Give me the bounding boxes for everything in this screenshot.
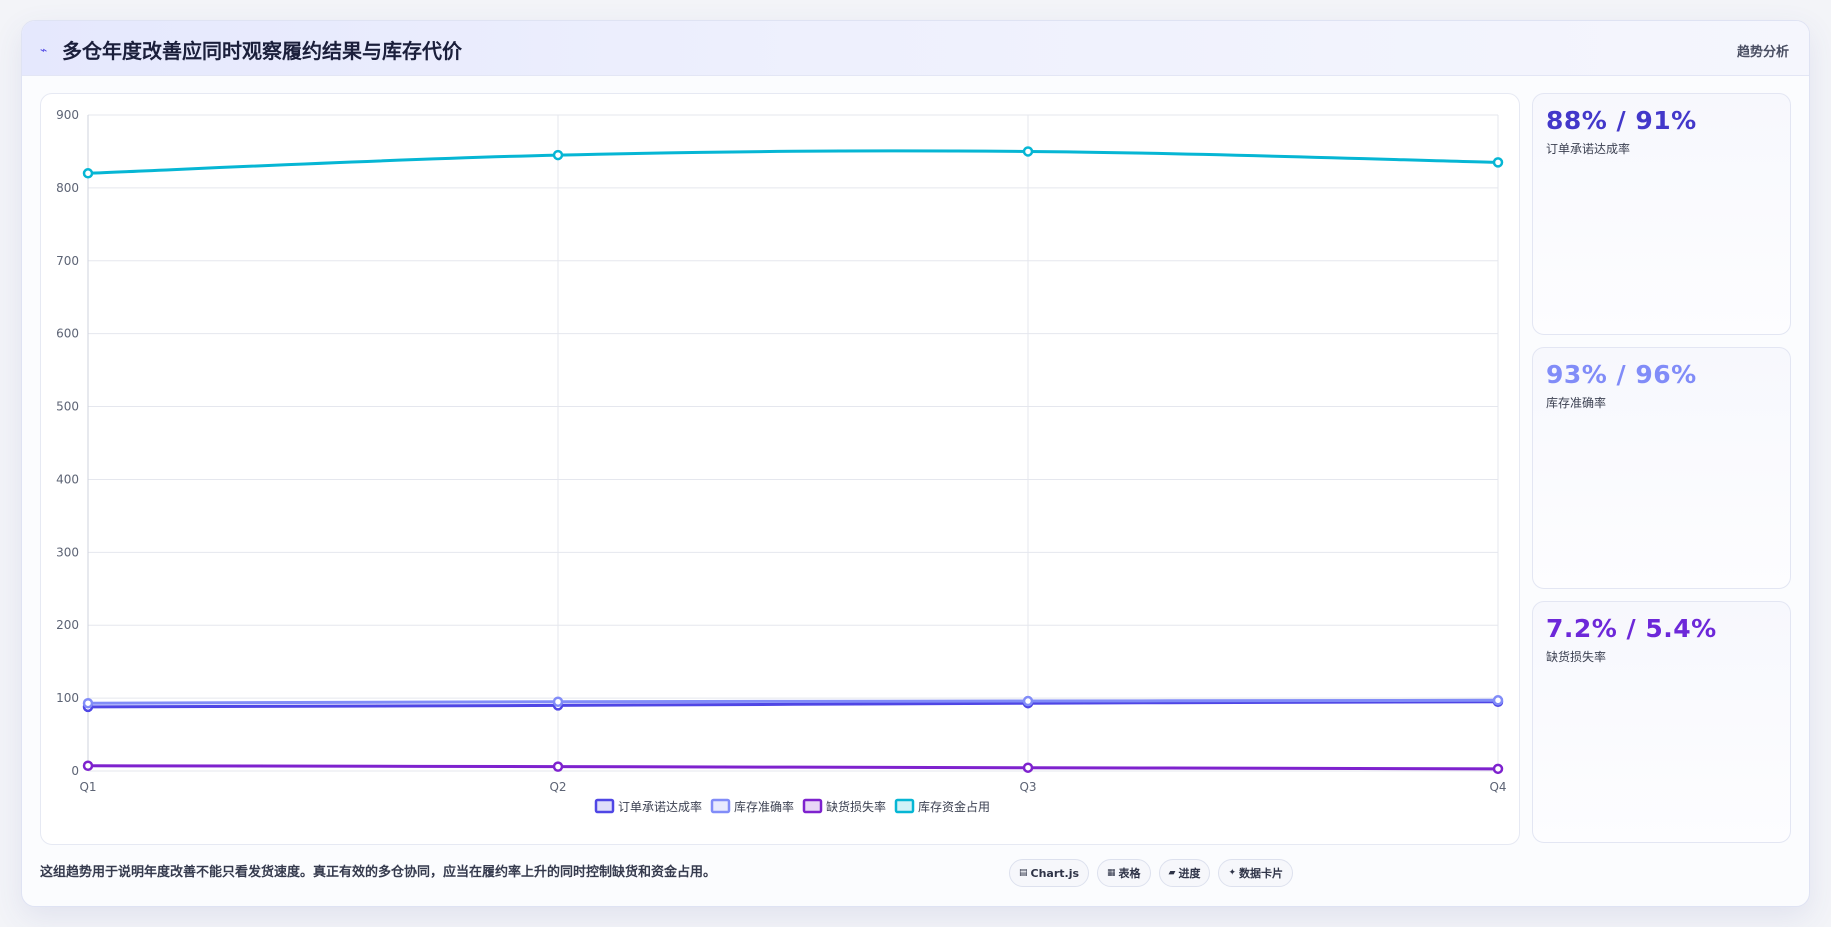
- data-point: [82, 168, 94, 179]
- series-line: [86, 149, 1500, 175]
- page-title: 多仓年度改善应同时观察履约结果与库存代价: [62, 39, 462, 63]
- kpi-label: 订单承诺达成率: [1546, 142, 1631, 156]
- kpi-value: 88% / 91%: [1546, 106, 1697, 135]
- data-point: [552, 149, 564, 161]
- chip-table[interactable]: ▦ 表格: [1097, 859, 1151, 887]
- chip-chartjs[interactable]: ▤ Chart.js: [1009, 859, 1090, 887]
- data-point: [1492, 763, 1504, 775]
- data-point: [1492, 695, 1504, 706]
- chip-row: ▤ Chart.js ▦ 表格 ▰ 进度 ✦ 数据卡片: [1009, 859, 1294, 887]
- chip-label: 数据卡片: [1239, 867, 1284, 880]
- kpi-label: 库存准确率: [1546, 396, 1607, 410]
- y-tick-label: 900: [56, 108, 79, 122]
- chip-progress[interactable]: ▰ 进度: [1158, 859, 1211, 887]
- data-point: [82, 760, 94, 772]
- chip-label: 进度: [1178, 867, 1201, 880]
- chip-label: Chart.js: [1030, 866, 1080, 880]
- kpi-card-inventory-accuracy: 93% / 96% 库存准确率: [1532, 347, 1791, 589]
- legend-label: 库存准确率: [734, 799, 794, 814]
- line-chart: 0 100 200 300 400 500 600 700 800 900 Q1 Q2 Q3 Q4 订单承诺…: [56, 108, 1506, 814]
- data-point: [552, 761, 564, 772]
- y-tick-label: 500: [56, 400, 79, 414]
- x-tick-label: Q4: [1489, 780, 1506, 794]
- legend-swatch: [594, 798, 615, 814]
- y-tick-label: 400: [56, 472, 79, 486]
- data-point: [1022, 695, 1034, 707]
- data-point: [1492, 157, 1504, 168]
- data-point: [552, 696, 564, 708]
- y-tick-label: 0: [71, 764, 79, 778]
- x-tick-label: Q3: [1019, 780, 1036, 794]
- table-icon: ▦: [1107, 868, 1116, 878]
- chip-label: 表格: [1118, 867, 1141, 880]
- chart-line-icon: ⌁: [40, 43, 48, 57]
- kpi-value: 7.2% / 5.4%: [1546, 614, 1717, 643]
- dashboard-panel: ⌁ 多仓年度改善应同时观察履约结果与库存代价 趋势分析 0 100 200 300 40…: [21, 20, 1810, 907]
- y-tick-label: 800: [56, 181, 79, 195]
- data-point: [1022, 762, 1034, 773]
- y-tick-label: 200: [56, 618, 79, 632]
- kpi-label: 缺货损失率: [1546, 650, 1607, 664]
- x-tick-label: Q2: [549, 780, 566, 794]
- data-point: [1022, 146, 1034, 157]
- chip-data-cards[interactable]: ✦ 数据卡片: [1218, 859, 1294, 887]
- footer-note: 这组趋势用于说明年度改善不能只看发货速度。真正有效的多仓协同，应当在履约率上升的…: [40, 865, 717, 880]
- legend-label: 库存资金占用: [918, 799, 990, 814]
- legend-label: 订单承诺达成率: [618, 799, 702, 814]
- trend-analysis-label: 趋势分析: [1736, 45, 1789, 60]
- kpi-card-stockout-loss: 7.2% / 5.4% 缺货损失率: [1532, 601, 1791, 843]
- x-tick-label: Q1: [79, 780, 96, 794]
- panel-header: ⌁ 多仓年度改善应同时观察履约结果与库存代价 趋势分析: [22, 21, 1809, 76]
- chart-icon: ▤: [1019, 868, 1028, 878]
- chart-card: 0 100 200 300 400 500 600 700 800 900 Q1 Q2 Q3 Q4 订单承诺…: [40, 93, 1520, 845]
- kpi-card-order-fulfillment: 88% / 91% 订单承诺达成率: [1532, 93, 1791, 335]
- y-tick-label: 700: [56, 254, 79, 268]
- legend-swatch: [802, 798, 823, 814]
- series-line: [86, 698, 1500, 705]
- y-tick-label: 600: [56, 327, 79, 341]
- kpi-value: 93% / 96%: [1546, 360, 1697, 389]
- series-line: [86, 700, 1500, 709]
- data-point: [82, 697, 94, 709]
- y-tick-label: 100: [56, 691, 79, 705]
- legend-swatch: [894, 798, 915, 814]
- legend-label: 缺货损失率: [826, 799, 886, 814]
- sparkle-icon: ✦: [1228, 868, 1237, 878]
- y-tick-label: 300: [56, 545, 79, 559]
- legend-swatch: [710, 798, 731, 814]
- series-line: [86, 764, 1500, 771]
- progress-icon: ▰: [1168, 868, 1176, 878]
